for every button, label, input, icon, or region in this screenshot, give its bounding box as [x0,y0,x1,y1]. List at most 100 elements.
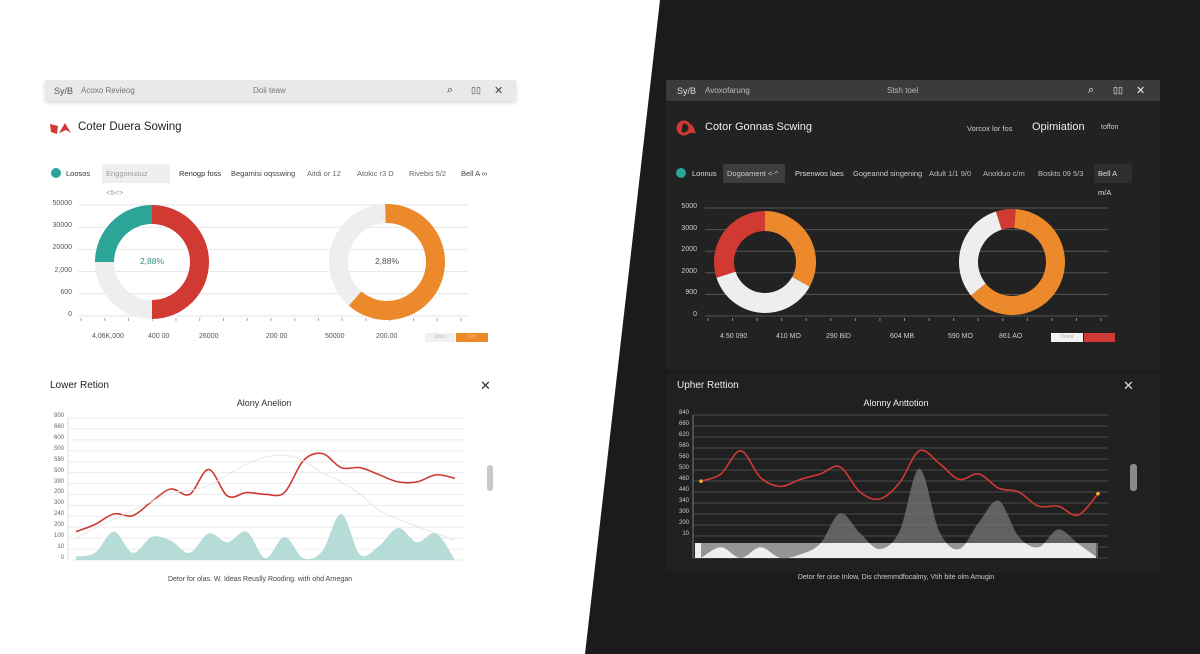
area-series [76,513,455,560]
donut-slice [348,204,445,320]
donut-slice [716,271,810,314]
x-tick-label: 400 00 [148,333,170,340]
y-tick-label: 560 [678,443,689,449]
y-tick-label: 390 [53,478,64,485]
y-tick-label: 5000 [681,203,697,210]
close-icon[interactable]: ✕ [1123,378,1134,393]
status-dot [51,168,61,178]
y-tick-label: 440 [678,487,689,493]
tab-5[interactable]: Atokic r3 D [357,169,394,178]
status-dot [676,168,686,178]
donut-slice [995,209,1016,230]
y-tick-label: 0 [60,555,64,561]
chart-title: Alony Anelion [236,398,292,408]
y-tick-label: 580 [53,456,64,463]
grid-icon[interactable]: ▯▯ [471,85,481,95]
y-tick-label: 0 [693,311,697,318]
tab-3[interactable]: Gogeannd singening [853,169,923,178]
chart-caption: Detor for olas. W. Ideas Reuslly Rooding… [167,576,353,583]
y-tick-label: 460 [678,476,689,482]
tab-1-active[interactable]: Enggonusuz <5<> [102,164,170,197]
grid-icon[interactable]: ▯▯ [1113,85,1123,95]
y-tick-label: 300 [53,500,64,507]
y-tick-label: 10 [682,531,689,537]
y-tick-label: 200 [53,522,64,529]
x-tick-label: 26000 [199,333,219,340]
donut-slice [1014,209,1032,231]
donut-slice [152,205,209,319]
y-tick-label: 800 [53,413,64,419]
light-titlebar: Sy/B Acoxo Revieog Doli teaw ⌕ ▯▯ ✕ [45,80,516,101]
tab-6[interactable]: Rivebis 5/2 [409,169,447,178]
tab-0[interactable]: Loosos [66,169,91,178]
y-tick-label: 50000 [52,200,72,207]
donut-slice [959,211,1002,296]
tab-7[interactable]: Bell A ∞ [461,169,488,178]
x-tick-label: 50000 [325,333,345,340]
tab-4[interactable]: Aitdi or 12 [307,169,341,178]
donut-slice [713,211,765,278]
dark-titlebar: Sy/B Avoxofarung Stsh toel ⌕ ▯▯ ✕ [666,80,1160,101]
y-tick-label: 3000 [681,224,697,232]
tab-7[interactable]: Bell A m/A [1094,164,1132,197]
header-link-2[interactable]: toffon [1101,124,1119,131]
x-tick-label: 590 MO [948,333,973,340]
y-tick-label: 500 [53,467,64,474]
logo-icon [50,123,71,134]
app-name: Acoxo Revieog [81,86,135,95]
y-tick-label: 660 [53,423,64,430]
donut-center-label: 2,88% [374,256,400,266]
tab-2[interactable]: Prsenwos laes [795,169,844,178]
endpoint-marker [699,479,703,483]
x-tick-label: 604 MB [890,333,915,340]
y-tick-label: 600 [53,434,64,441]
line-series [75,452,456,533]
y-tick-label: 500 [678,465,689,471]
scrollbar[interactable] [487,465,493,491]
y-tick-label: 20000 [52,244,72,252]
y-tick-label: 840 [678,410,689,416]
x-tick-label: 4.50 090 [720,333,748,340]
y-tick-label: 300 [678,509,689,515]
y-tick-label: 10 [57,544,64,551]
tab-5[interactable]: Anolduo c/m [983,169,1025,178]
search-icon[interactable]: ⌕ [1088,84,1095,96]
line-series [700,449,1099,517]
donut-slice [328,204,386,306]
header-link[interactable]: Vorcox lor fos [967,124,1013,133]
y-tick-label: 30000 [52,222,72,230]
x-tick-label: 290 BiD [826,333,851,340]
y-tick-label: 2000 [681,246,697,254]
tab-2[interactable]: Renogp foss [179,169,222,178]
tab-3[interactable]: Begamisi oqsswing [231,169,296,178]
window-title: Doli teaw [253,86,286,95]
tab-4[interactable]: Adult 1/1 9/0 [929,169,972,178]
brand: Sy/B [677,85,697,96]
legend-item-1: Onsor [1051,333,1083,342]
y-tick-label: 340 [678,498,689,504]
y-tick-label: 240 [53,511,64,518]
donut-slice [970,212,1065,316]
legend-item-1: Onso [425,333,455,342]
y-tick-label: 560 [678,454,689,460]
chart-caption: Detor fer oise Inlow, Dis chremmdfocalmy… [797,574,995,581]
logo-icon [676,120,696,136]
tab-6[interactable]: Boskts 09 5/3 [1038,169,1084,178]
scrollbar[interactable] [1130,464,1137,491]
close-icon[interactable]: ✕ [494,85,504,97]
y-tick-label: 100 [53,533,64,540]
close-icon[interactable]: ✕ [480,378,491,393]
header-emphasis[interactable]: Opimiation [1032,121,1085,133]
tab-1-active[interactable]: Dogoament <-^ [723,164,785,183]
y-tick-label: 620 [678,432,689,438]
search-icon[interactable]: ⌕ [447,84,454,96]
legend-item-2 [1084,333,1115,342]
page-title: Coter Duera Sowing [78,121,182,133]
close-icon[interactable]: ✕ [1136,85,1146,97]
brand: Sy/B [54,85,74,96]
tab-0[interactable]: Lonnus [692,169,717,178]
y-tick-label: 2000 [681,267,697,275]
